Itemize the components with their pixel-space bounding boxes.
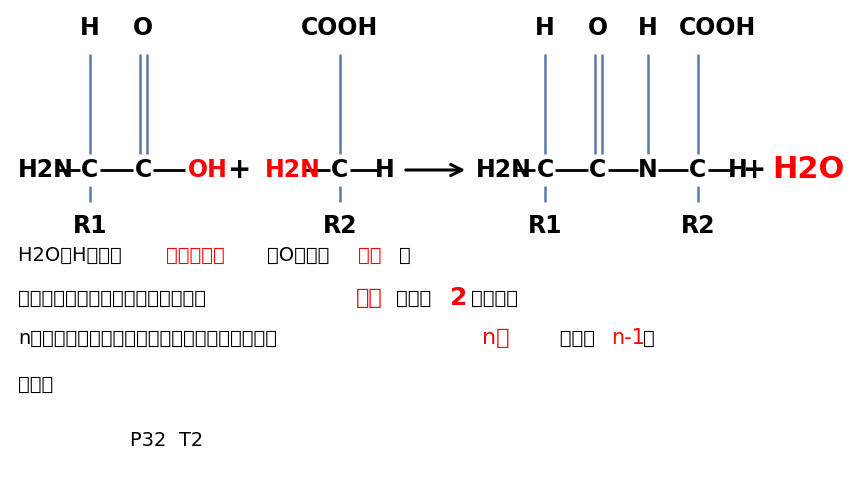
Text: O: O bbox=[588, 16, 608, 40]
Text: R1: R1 bbox=[528, 214, 562, 238]
Text: C: C bbox=[134, 158, 151, 182]
Text: 三个氨基酸脱水缩合得到的化合物为: 三个氨基酸脱水缩合得到的化合物为 bbox=[18, 288, 206, 307]
Text: ，形成: ，形成 bbox=[516, 329, 595, 348]
Text: OH: OH bbox=[188, 158, 228, 182]
Text: C: C bbox=[82, 158, 99, 182]
Text: 分子水。: 分子水。 bbox=[471, 288, 518, 307]
Text: H: H bbox=[728, 158, 748, 182]
Text: ；O来源于: ；O来源于 bbox=[267, 245, 329, 264]
Text: H: H bbox=[375, 158, 395, 182]
Text: R2: R2 bbox=[681, 214, 716, 238]
Text: 羧基: 羧基 bbox=[358, 245, 382, 264]
Text: 分: 分 bbox=[643, 329, 654, 348]
Text: R2: R2 bbox=[322, 214, 357, 238]
Text: H: H bbox=[80, 16, 100, 40]
Text: H2N: H2N bbox=[265, 158, 321, 182]
Text: H: H bbox=[535, 16, 555, 40]
Text: H2N: H2N bbox=[476, 158, 531, 182]
Text: ，形成: ，形成 bbox=[396, 288, 431, 307]
Text: n-1: n-1 bbox=[611, 328, 645, 348]
Text: +: + bbox=[228, 156, 252, 184]
Text: P32  T2: P32 T2 bbox=[130, 430, 203, 450]
Text: 三肽: 三肽 bbox=[356, 288, 383, 308]
Text: C: C bbox=[589, 158, 606, 182]
Text: n个氨基酸脱水缩合形成一条肽链得到的化合物为: n个氨基酸脱水缩合形成一条肽链得到的化合物为 bbox=[18, 329, 277, 348]
Text: H: H bbox=[638, 16, 658, 40]
Text: +: + bbox=[743, 156, 766, 184]
Text: C: C bbox=[690, 158, 707, 182]
Text: H2O中H来源于: H2O中H来源于 bbox=[18, 245, 128, 264]
Text: H2O: H2O bbox=[771, 155, 845, 184]
Text: COOH: COOH bbox=[301, 16, 378, 40]
Text: N: N bbox=[638, 158, 658, 182]
Text: C: C bbox=[331, 158, 348, 182]
Text: H2N: H2N bbox=[18, 158, 74, 182]
Text: 氨基和羧基: 氨基和羧基 bbox=[166, 245, 224, 264]
Text: n肽: n肽 bbox=[482, 328, 509, 348]
Text: COOH: COOH bbox=[679, 16, 757, 40]
Text: O: O bbox=[133, 16, 153, 40]
Text: 2: 2 bbox=[450, 286, 467, 310]
Text: R1: R1 bbox=[73, 214, 108, 238]
Text: C: C bbox=[537, 158, 554, 182]
Text: 子水。: 子水。 bbox=[18, 375, 53, 393]
Text: 。: 。 bbox=[399, 245, 411, 264]
